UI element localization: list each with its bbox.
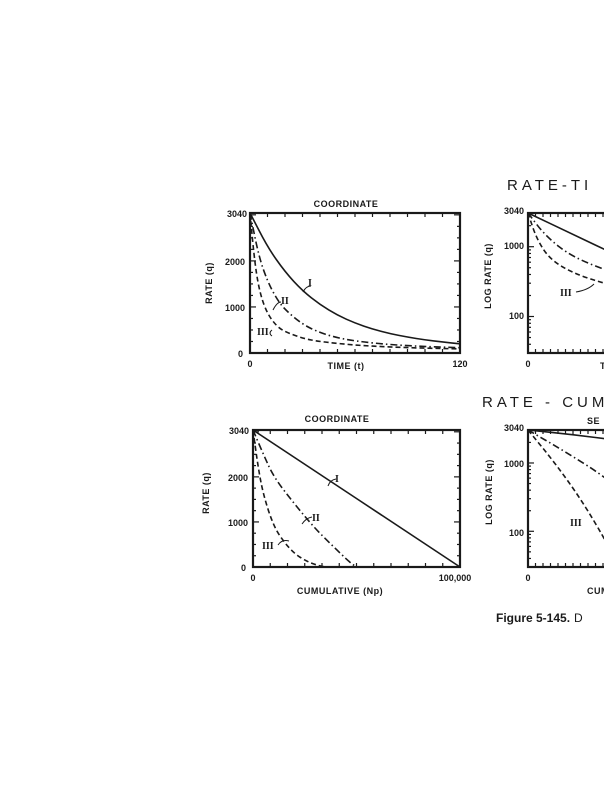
panel-a-label-iii: III [257, 327, 269, 338]
curve-i [527, 212, 604, 251]
figure-caption: Figure 5-145. D [496, 611, 583, 625]
panel-c-plot [252, 429, 461, 568]
panel-a-ytick-2000: 2000 [225, 257, 245, 267]
curve-ii [527, 429, 604, 479]
panel-d-ytick-100: 100 [509, 528, 524, 538]
panel-rate-time-coordinate: COORDINATE RATE (q) TIME (t) 3040 2000 1… [204, 199, 468, 371]
panel-d-title-fragment: SE [587, 416, 600, 426]
curve-ii [252, 429, 357, 568]
panel-rate-time-semilog: LOG RATE (q) 3040 1000 100 0 T III [483, 206, 604, 371]
figure-caption-label: Figure 5-145. [496, 611, 570, 625]
panel-c-xtick-0: 0 [250, 573, 255, 583]
panel-c-xlabel: CUMULATIVE (Np) [297, 586, 383, 596]
curve-i [249, 212, 461, 345]
curve-i [252, 429, 461, 568]
panel-c-ytick-2000: 2000 [228, 473, 248, 483]
panel-a-label-i: I [308, 278, 312, 289]
panel-c-title: COORDINATE [305, 414, 370, 424]
panel-d-frame [526, 428, 604, 569]
panel-a-title: COORDINATE [314, 199, 379, 209]
panel-b-ytick-3040: 3040 [504, 206, 524, 216]
curve-i [527, 429, 604, 440]
curve-ii [527, 212, 604, 271]
panel-a-ytick-0: 0 [238, 349, 243, 359]
panel-b-ylabel: LOG RATE (q) [483, 243, 493, 309]
panel-b-plot [527, 212, 604, 353]
panel-c-ytick-3040: 3040 [229, 426, 249, 436]
figure-caption-text: D [574, 611, 583, 625]
panel-b-ytick-100: 100 [509, 311, 524, 321]
panel-a-xtick-120: 120 [452, 359, 467, 369]
panel-c-label-i: I [335, 474, 339, 485]
panel-c-xtick-100000: 100,000 [439, 573, 472, 583]
panel-b-frame [526, 211, 604, 355]
panel-d-xtick-0: 0 [525, 573, 530, 583]
curve-iii [249, 212, 461, 350]
panel-d-label-iii: III [570, 518, 582, 529]
panel-b-xlabel-fragment: T [600, 361, 604, 371]
curve-iii [252, 429, 326, 568]
panel-c-ytick-0: 0 [241, 563, 246, 573]
curve-iii [527, 212, 604, 284]
panel-c-label-ii: II [312, 513, 320, 524]
panel-b-xtick-0: 0 [525, 359, 530, 369]
panel-b-ytick-1000: 1000 [504, 241, 524, 251]
panel-rate-cumulative-coordinate: COORDINATE RATE (q) CUMULATIVE (Np) 3040… [201, 414, 471, 596]
panel-c-ytick-1000: 1000 [228, 518, 248, 528]
panel-c-label-iii: III [262, 541, 274, 552]
panel-b-leader-iii [575, 283, 595, 293]
panel-a-ytick-3040: 3040 [227, 209, 247, 219]
panel-rate-cumulative-semilog: LOG RATE (q) 3040 1000 100 0 CUM III [484, 423, 604, 596]
heading-rate-time: RATE-TI [507, 177, 592, 194]
panel-a-xtick-0: 0 [247, 359, 252, 369]
panel-c-ylabel: RATE (q) [201, 472, 211, 514]
panel-a-ytick-1000: 1000 [225, 303, 245, 313]
panel-d-ytick-3040: 3040 [504, 423, 524, 433]
panel-d-ylabel: LOG RATE (q) [484, 459, 494, 525]
panel-a-xlabel: TIME (t) [328, 361, 365, 371]
panel-d-xlabel-fragment: CUM [587, 586, 604, 596]
panel-a-ylabel: RATE (q) [204, 262, 214, 304]
panel-a-plot [249, 212, 461, 353]
panel-a-frame [248, 211, 462, 355]
curve-ii [249, 212, 461, 349]
panel-a-leader-ii [272, 301, 282, 311]
panel-a-label-ii: II [281, 296, 289, 307]
panel-b-label-iii: III [560, 288, 572, 299]
heading-rate-cumulative: RATE - CUM [482, 394, 604, 411]
panel-d-plot [527, 429, 604, 567]
curve-iii [527, 429, 604, 540]
panel-d-ytick-1000: 1000 [504, 459, 524, 469]
panel-a-leader-iii [269, 329, 273, 337]
